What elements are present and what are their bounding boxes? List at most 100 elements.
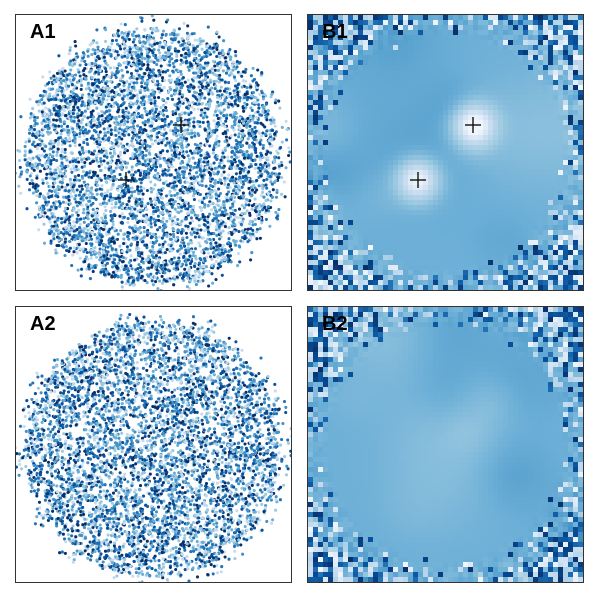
a1-point bbox=[260, 91, 264, 95]
a1-point bbox=[210, 190, 214, 194]
a1-point bbox=[110, 39, 115, 43]
a1-point bbox=[81, 118, 85, 122]
a1-point bbox=[77, 230, 81, 235]
a1-point bbox=[83, 260, 87, 264]
a1-point bbox=[89, 234, 93, 238]
a1-point bbox=[57, 54, 61, 58]
a1-point bbox=[252, 234, 256, 238]
a1-point bbox=[155, 62, 159, 67]
a1-point bbox=[224, 195, 228, 199]
a1-point bbox=[99, 163, 103, 167]
a1-point bbox=[161, 138, 165, 142]
a1-point bbox=[240, 229, 245, 233]
a1-point bbox=[80, 174, 84, 178]
a1-point bbox=[252, 183, 256, 187]
a1-point bbox=[65, 77, 69, 81]
a1-point bbox=[52, 145, 56, 149]
a1-point bbox=[141, 236, 145, 240]
a1-point bbox=[254, 202, 258, 207]
a1-point bbox=[235, 115, 239, 120]
a1-point bbox=[175, 262, 179, 266]
a1-point bbox=[190, 32, 194, 36]
a1-point bbox=[120, 137, 124, 141]
a1-point bbox=[201, 39, 205, 43]
a1-point bbox=[244, 153, 248, 157]
a1-point bbox=[186, 65, 190, 69]
a1-point bbox=[123, 33, 127, 37]
a1-point bbox=[228, 47, 232, 52]
a1-point bbox=[225, 198, 229, 202]
a1-point bbox=[124, 48, 128, 52]
a1-point bbox=[51, 207, 55, 211]
a1-point bbox=[191, 156, 195, 160]
a1-point bbox=[102, 154, 106, 158]
a1-point bbox=[77, 184, 82, 188]
a1-point bbox=[85, 196, 89, 200]
a1-point bbox=[63, 240, 67, 244]
a1-point bbox=[260, 221, 264, 225]
a1-point bbox=[101, 263, 105, 268]
a1-point bbox=[72, 220, 76, 224]
a1-point bbox=[155, 271, 159, 275]
a1-point bbox=[103, 205, 107, 209]
a1-point bbox=[60, 150, 64, 154]
a1-point bbox=[163, 123, 167, 127]
a1-point bbox=[123, 23, 127, 27]
a1-point bbox=[164, 51, 168, 55]
a1-point bbox=[165, 115, 169, 119]
a1-point bbox=[38, 138, 42, 142]
a1-point bbox=[126, 234, 130, 238]
a1-point bbox=[193, 38, 197, 42]
a1-point bbox=[193, 213, 197, 217]
a1-point bbox=[166, 277, 170, 281]
a1-point bbox=[80, 203, 84, 207]
a1-point bbox=[220, 123, 224, 127]
a1-point bbox=[210, 257, 214, 261]
a1-point bbox=[208, 222, 212, 226]
a1-point bbox=[269, 180, 273, 184]
a1-point bbox=[141, 121, 145, 125]
a1-point bbox=[38, 162, 42, 166]
a1-point bbox=[85, 189, 89, 193]
a1-point bbox=[187, 50, 191, 55]
a1-point bbox=[87, 175, 91, 179]
a1-point bbox=[159, 263, 163, 267]
a1-point bbox=[228, 206, 232, 210]
a1-point bbox=[120, 189, 125, 193]
a1-point bbox=[155, 135, 159, 139]
a1-point bbox=[145, 281, 149, 285]
a1-point bbox=[261, 97, 265, 101]
a1-point bbox=[202, 251, 206, 255]
a1-point bbox=[179, 231, 184, 235]
a1-point bbox=[110, 42, 114, 46]
a1-point bbox=[59, 132, 63, 136]
a1-point bbox=[118, 123, 122, 127]
a1-point bbox=[270, 137, 274, 141]
a1-point bbox=[75, 188, 79, 192]
a1-point bbox=[88, 88, 92, 92]
a1-point bbox=[127, 199, 131, 203]
a1-point bbox=[107, 230, 111, 234]
a1-point bbox=[140, 140, 144, 144]
a1-point bbox=[163, 251, 167, 255]
a1-point bbox=[87, 95, 91, 99]
a1-point bbox=[178, 181, 182, 185]
a1-point bbox=[173, 141, 177, 145]
a1-point bbox=[233, 123, 237, 127]
a1-point bbox=[237, 135, 241, 139]
a1-point bbox=[142, 99, 147, 104]
a1-point bbox=[96, 183, 100, 187]
a1-point bbox=[140, 61, 144, 65]
a1-point bbox=[74, 200, 78, 204]
a1-point bbox=[205, 71, 209, 75]
a1-point bbox=[78, 152, 82, 156]
a1-point bbox=[96, 174, 100, 178]
a1-point bbox=[249, 106, 253, 110]
a1-point bbox=[117, 34, 121, 38]
a1-point bbox=[181, 76, 185, 80]
a1-point bbox=[95, 84, 99, 88]
a1-point bbox=[121, 92, 125, 96]
a1-point bbox=[93, 232, 97, 237]
a1-point bbox=[70, 83, 74, 87]
a1-point bbox=[90, 195, 94, 199]
